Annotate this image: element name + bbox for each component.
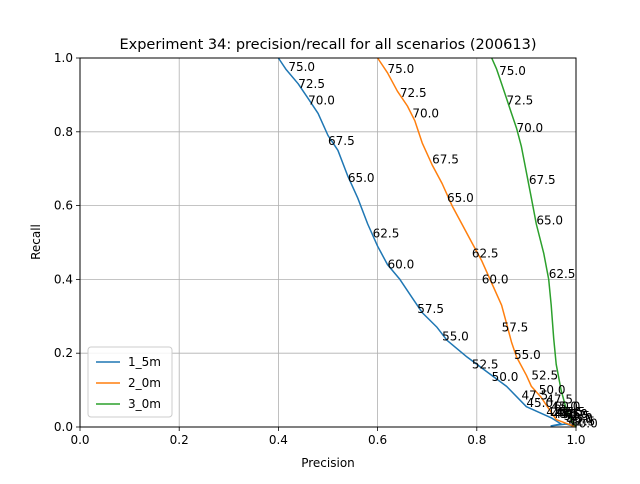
- chart-title: Experiment 34: precision/recall for all …: [119, 37, 536, 53]
- x-tick-label: 0.8: [467, 433, 486, 447]
- point-label-2_0m: 75.0: [388, 62, 415, 76]
- x-tick-label: 0.2: [170, 433, 189, 447]
- point-label-1_5m: 72.5: [298, 77, 325, 91]
- point-label-1_5m: 60.0: [388, 258, 415, 272]
- point-label-3_0m: 40.0: [571, 416, 598, 430]
- legend-label-2_0m: 2_0m: [128, 376, 161, 390]
- y-axis-label: Recall: [29, 224, 43, 260]
- y-tick-label: 0.8: [54, 125, 73, 139]
- x-tick-label: 0.6: [368, 433, 387, 447]
- y-tick-label: 1.0: [54, 51, 73, 65]
- point-label-1_5m: 50.0: [492, 370, 519, 384]
- point-label-1_5m: 65.0: [348, 171, 375, 185]
- point-label-2_0m: 60.0: [482, 272, 509, 286]
- point-label-1_5m: 55.0: [442, 330, 469, 344]
- point-label-2_0m: 72.5: [400, 86, 427, 100]
- point-label-3_0m: 65.0: [536, 213, 563, 227]
- y-tick-label: 0.4: [54, 272, 73, 286]
- point-label-1_5m: 70.0: [308, 93, 335, 107]
- point-label-2_0m: 65.0: [447, 191, 474, 205]
- y-tick-label: 0.2: [54, 346, 73, 360]
- point-label-2_0m: 70.0: [412, 106, 439, 120]
- point-label-2_0m: 57.5: [502, 320, 529, 334]
- point-label-3_0m: 62.5: [549, 267, 576, 281]
- point-label-3_0m: 75.0: [499, 64, 526, 78]
- point-label-1_5m: 75.0: [288, 60, 315, 74]
- point-label-1_5m: 52.5: [472, 357, 499, 371]
- legend: 1_5m 2_0m 3_0m: [88, 347, 172, 417]
- point-label-1_5m: 67.5: [328, 134, 355, 148]
- point-label-2_0m: 67.5: [432, 152, 459, 166]
- y-tick-label: 0.0: [54, 420, 73, 434]
- y-tick-label: 0.6: [54, 199, 73, 213]
- point-label-1_5m: 57.5: [417, 302, 444, 316]
- point-label-2_0m: 55.0: [514, 348, 541, 362]
- point-label-3_0m: 70.0: [516, 121, 543, 135]
- point-label-3_0m: 67.5: [529, 173, 556, 187]
- x-axis-label: Precision: [301, 456, 355, 470]
- x-tick-label: 0.0: [70, 433, 89, 447]
- x-tick-label: 1.0: [566, 433, 585, 447]
- legend-label-1_5m: 1_5m: [128, 355, 161, 369]
- point-label-3_0m: 72.5: [507, 93, 534, 107]
- point-label-1_5m: 62.5: [373, 226, 400, 240]
- point-label-2_0m: 52.5: [531, 368, 558, 382]
- point-label-2_0m: 62.5: [472, 247, 499, 261]
- x-tick-label: 0.4: [269, 433, 288, 447]
- legend-label-3_0m: 3_0m: [128, 397, 161, 411]
